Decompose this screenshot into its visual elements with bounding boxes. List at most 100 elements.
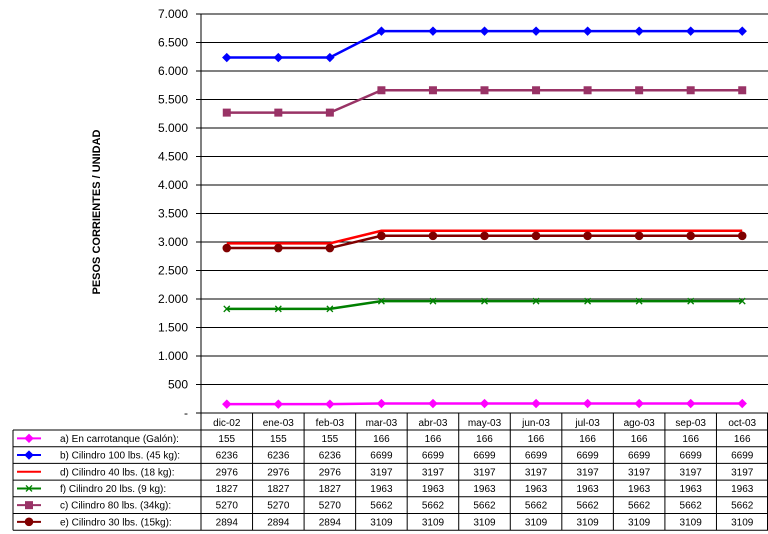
x-tick-label: ago-03 bbox=[624, 418, 656, 429]
legend-label: b) Cilindro 100 lbs. (45 kg): bbox=[60, 451, 180, 462]
table-cell: 3197 bbox=[370, 467, 393, 478]
table-cell: 3197 bbox=[628, 467, 651, 478]
data-point bbox=[274, 305, 282, 313]
data-point bbox=[687, 297, 695, 305]
y-axis-ticks: - 500 1.000 1.500 2.000 2.500 3.000 3.500 4.000 4… bbox=[158, 7, 188, 420]
table-cell: 1963 bbox=[525, 484, 548, 495]
table-cell: 166 bbox=[476, 434, 493, 445]
table-cell: 5662 bbox=[525, 501, 548, 512]
table-cell: 6699 bbox=[422, 451, 445, 462]
table-cell: 3109 bbox=[473, 517, 496, 528]
table-cell: 5662 bbox=[576, 501, 599, 512]
series-line bbox=[226, 299, 743, 311]
data-point bbox=[428, 26, 438, 36]
table-cell: 166 bbox=[373, 434, 390, 445]
data-point bbox=[428, 231, 438, 241]
x-tick-label: may-03 bbox=[468, 418, 502, 429]
data-point bbox=[428, 398, 438, 409]
table-cell: 1827 bbox=[319, 484, 342, 495]
data-point bbox=[686, 231, 695, 241]
table-cell: 3109 bbox=[731, 517, 754, 528]
table-cell: 166 bbox=[682, 434, 699, 445]
data-point bbox=[737, 398, 747, 409]
legend-label: e) Cilindro 30 lbs. (15kg): bbox=[60, 517, 172, 528]
data-point-stroke bbox=[584, 297, 592, 305]
data-point bbox=[685, 398, 696, 409]
table-cell: 166 bbox=[579, 434, 596, 445]
series-lines bbox=[222, 26, 747, 409]
data-point bbox=[377, 297, 385, 305]
x-tick-label: abr-03 bbox=[419, 418, 448, 429]
table-cell: 3197 bbox=[576, 467, 599, 478]
grid bbox=[196, 13, 768, 414]
table-cell: 3109 bbox=[680, 517, 703, 528]
table-cell: 166 bbox=[425, 434, 442, 445]
table-cell: 3109 bbox=[422, 517, 445, 528]
table-cell: 6236 bbox=[319, 451, 342, 462]
data-point-stroke bbox=[377, 297, 385, 305]
data-point bbox=[222, 108, 231, 117]
table-cell: 6699 bbox=[680, 451, 703, 462]
y-tick-label: 4.500 bbox=[158, 150, 188, 164]
table-cell: 1827 bbox=[216, 484, 239, 495]
data-point bbox=[376, 26, 387, 36]
x-tick-label: ene-03 bbox=[263, 418, 295, 429]
data-point bbox=[222, 399, 232, 409]
data-point bbox=[428, 86, 437, 95]
table-cell: 3109 bbox=[525, 517, 548, 528]
y-tick-label: 5.500 bbox=[158, 93, 188, 107]
data-point bbox=[635, 86, 644, 95]
data-point bbox=[480, 86, 489, 95]
table-cell: 2894 bbox=[216, 517, 239, 528]
table-cell: 5662 bbox=[422, 501, 445, 512]
table-cell: 2894 bbox=[319, 517, 342, 528]
data-point bbox=[531, 231, 541, 241]
data-point bbox=[274, 108, 283, 117]
data-point bbox=[481, 297, 488, 305]
data-point bbox=[273, 399, 284, 409]
data-point bbox=[583, 86, 592, 95]
data-point bbox=[583, 231, 592, 241]
y-tick-label: 3.000 bbox=[158, 235, 188, 249]
table-cell: 1963 bbox=[422, 484, 445, 495]
data-point-stroke bbox=[635, 297, 643, 305]
table-cell: 166 bbox=[528, 434, 545, 445]
legend-marker bbox=[24, 433, 34, 444]
table-cell: 5662 bbox=[680, 501, 703, 512]
table-cell: 6699 bbox=[731, 451, 754, 462]
table-cell: 5662 bbox=[473, 501, 496, 512]
data-point bbox=[738, 86, 747, 95]
data-point-stroke bbox=[481, 297, 488, 305]
x-tick-label: dic-02 bbox=[213, 418, 241, 429]
data-point bbox=[326, 305, 334, 313]
table-cell: 166 bbox=[734, 434, 751, 445]
table-cell: 3197 bbox=[525, 467, 548, 478]
legend-label: a) En carrotanque (Galón): bbox=[60, 434, 179, 445]
data-point bbox=[532, 86, 541, 95]
table-cell: 6699 bbox=[525, 451, 548, 462]
data-point bbox=[325, 399, 335, 409]
table-cell: 6236 bbox=[216, 451, 239, 462]
data-point bbox=[582, 26, 593, 36]
table-cell: 1963 bbox=[576, 484, 599, 495]
data-point bbox=[685, 26, 696, 36]
table-cell: 5662 bbox=[731, 501, 754, 512]
data-point bbox=[274, 243, 283, 253]
data-point bbox=[531, 398, 541, 409]
data-point-stroke bbox=[223, 305, 231, 313]
legend-label: c) Cilindro 80 lbs. (34kg): bbox=[60, 501, 171, 512]
data-point bbox=[377, 86, 386, 95]
table-cell: 6236 bbox=[267, 451, 290, 462]
data-point bbox=[531, 26, 541, 36]
table-cell: 6699 bbox=[576, 451, 599, 462]
y-tick-label: 1.000 bbox=[158, 349, 188, 363]
data-point bbox=[737, 231, 747, 241]
data-point bbox=[634, 231, 644, 241]
table-cell: 5270 bbox=[319, 501, 342, 512]
data-point bbox=[376, 398, 387, 409]
data-point bbox=[634, 26, 644, 36]
table-cell: 3197 bbox=[680, 467, 703, 478]
table-cell: 2894 bbox=[267, 517, 290, 528]
table-cell: 2976 bbox=[267, 467, 290, 478]
